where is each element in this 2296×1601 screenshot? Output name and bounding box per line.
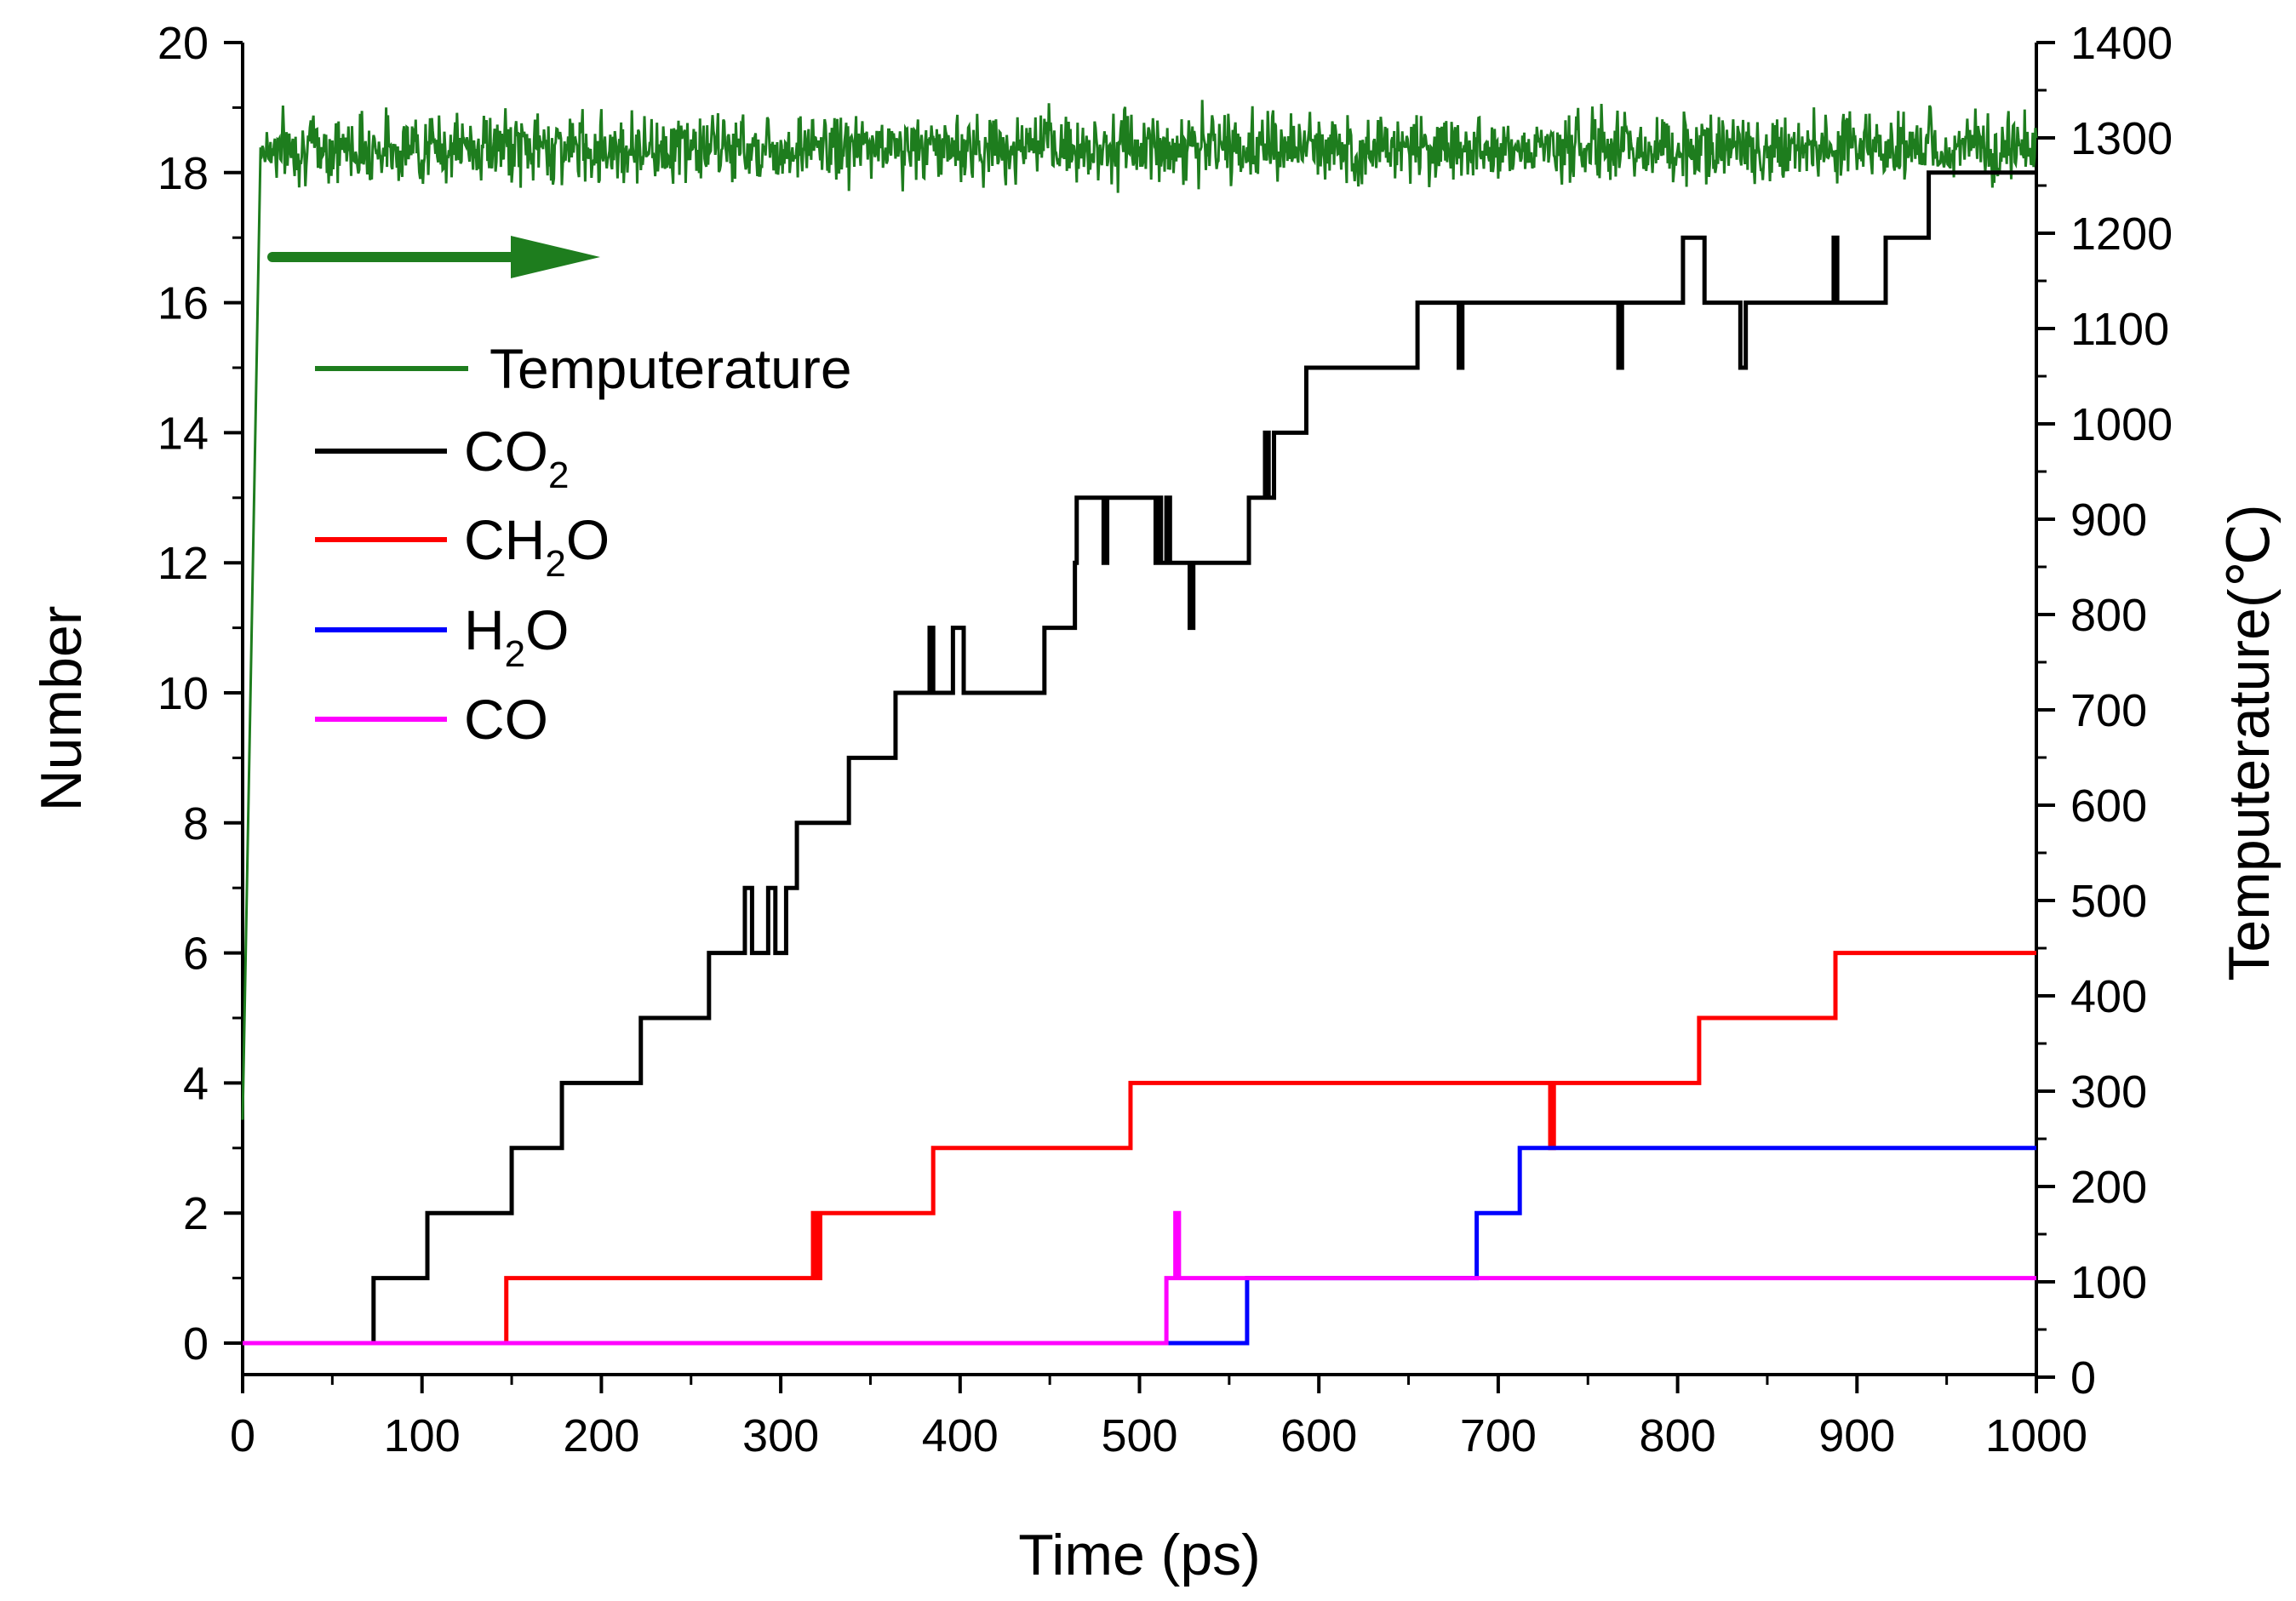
- y2-tick-label: 0: [2070, 1352, 2096, 1404]
- x-tick-label: 100: [384, 1410, 461, 1461]
- y-tick-label: 14: [157, 408, 209, 459]
- y2-tick-label: 1000: [2070, 399, 2173, 450]
- h2o-line: [243, 1146, 2036, 1346]
- legend-label: H2O: [464, 598, 570, 675]
- legend-label: CH2O: [464, 508, 610, 585]
- y-tick-label: 6: [183, 929, 209, 980]
- legend-label: CO2: [464, 420, 569, 496]
- x-tick-label: 800: [1640, 1410, 1716, 1461]
- legend-label-subscript: 2: [545, 543, 565, 585]
- x-tick-label: 200: [563, 1410, 639, 1461]
- y-axis-title: Number: [29, 606, 94, 812]
- y-tick-label: 10: [157, 668, 209, 719]
- co-line: [243, 1210, 2036, 1346]
- series-layer: [241, 100, 2038, 1346]
- legend-label-subscript: 2: [505, 633, 525, 675]
- x-tick-label: 500: [1101, 1410, 1177, 1461]
- legend-label-main: Temputerature: [490, 337, 852, 400]
- legend-label-main: CO: [464, 688, 548, 751]
- co2-line: [243, 170, 2036, 1346]
- y2-tick-label: 1100: [2070, 304, 2169, 355]
- x-tick-label: 400: [922, 1410, 999, 1461]
- y2-tick-label: 800: [2070, 590, 2147, 641]
- legend-label-suffix: O: [525, 598, 569, 661]
- y-tick-label: 0: [183, 1318, 209, 1369]
- legend-label: Temputerature: [490, 337, 852, 400]
- y2-tick-label: 600: [2070, 780, 2147, 832]
- y2-tick-label: 1400: [2070, 18, 2173, 69]
- y2-tick-label: 900: [2070, 495, 2147, 546]
- y-tick-label: 2: [183, 1188, 209, 1239]
- x-tick-label: 600: [1280, 1410, 1357, 1461]
- legend-label-suffix: O: [566, 508, 610, 571]
- y2-tick-label: 400: [2070, 971, 2147, 1022]
- x-tick-label: 1000: [1985, 1410, 2087, 1461]
- y-tick-label: 20: [157, 18, 209, 69]
- x-axis-title: Time (ps): [1018, 1523, 1261, 1587]
- y2-tick-label: 100: [2070, 1257, 2147, 1308]
- x-tick-label: 900: [1818, 1410, 1895, 1461]
- x-tick-label: 0: [230, 1410, 255, 1461]
- y2-tick-label: 300: [2070, 1066, 2147, 1118]
- y2-axis-title: Temputerature(℃): [2217, 504, 2282, 981]
- y-tick-label: 16: [157, 278, 209, 329]
- y-tick-label: 4: [183, 1058, 209, 1109]
- axis-labels: 0 100 200 300 400 500 600 700 800 900 100002468101…: [29, 18, 2282, 1587]
- annotation-layer: [267, 236, 600, 278]
- legend-label-subscript: 2: [548, 455, 569, 496]
- y2-tick-label: 1300: [2070, 113, 2173, 164]
- y2-tick-label: 200: [2070, 1162, 2147, 1213]
- y-tick-label: 18: [157, 148, 209, 199]
- axes-layer: [224, 41, 2055, 1393]
- y-tick-label: 12: [157, 538, 209, 589]
- x-tick-label: 300: [742, 1410, 819, 1461]
- legend-label: CO: [464, 688, 548, 751]
- legend-label-main: CO: [464, 420, 548, 483]
- legend-label-main: H: [464, 598, 505, 661]
- x-tick-label: 700: [1460, 1410, 1537, 1461]
- legend-label-main: CH: [464, 508, 545, 571]
- temperature-line: [241, 100, 2038, 1120]
- y2-tick-label: 1200: [2070, 209, 2173, 260]
- arrow-icon: [511, 236, 600, 278]
- y-tick-label: 8: [183, 798, 209, 849]
- y2-tick-label: 500: [2070, 876, 2147, 927]
- y2-tick-label: 700: [2070, 685, 2147, 736]
- ch2o-line: [243, 951, 2036, 1346]
